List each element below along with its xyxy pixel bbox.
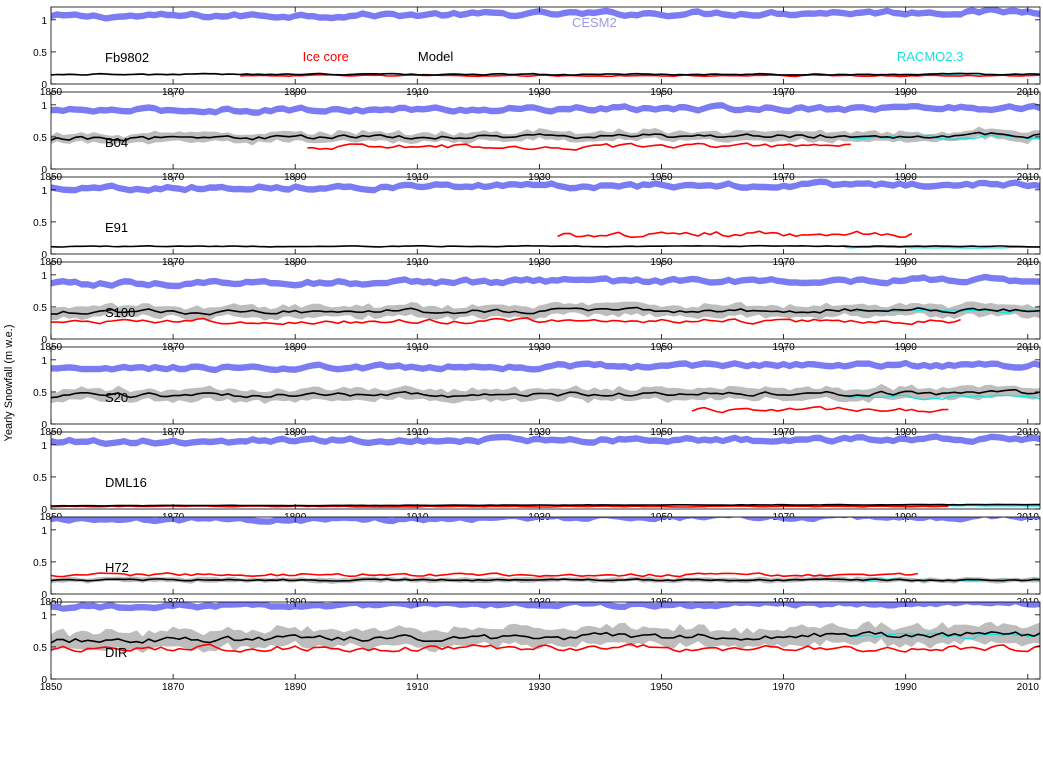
- site-label-b04: B04: [105, 135, 128, 150]
- site-label-fb9802: Fb9802: [105, 50, 149, 65]
- y-tick-label: 0.5: [33, 643, 47, 654]
- y-tick-label: 0.5: [33, 473, 47, 484]
- panel-h72: 18501870189019101930195019701990201000.5…: [33, 516, 1041, 608]
- x-tick-label: 1950: [650, 682, 673, 693]
- x-tick-label: 1890: [284, 682, 307, 693]
- cesm2-band-b04: [51, 102, 1040, 116]
- ice-core-line-b04: [307, 142, 851, 151]
- model-line-fb9802: [51, 72, 1040, 76]
- ice-core-line-fb9802: [240, 73, 1040, 78]
- site-label-e91: E91: [105, 220, 128, 235]
- x-tick-label: 1990: [895, 682, 918, 693]
- cesm2-band-fb9802: [51, 7, 1040, 22]
- y-tick-label: 1: [41, 356, 47, 367]
- cesm2-band-e91: [51, 178, 1040, 194]
- model-line-dml16: [51, 503, 1040, 507]
- y-tick-label: 0: [41, 505, 47, 516]
- x-tick-label: 1910: [406, 682, 429, 693]
- cesm2-band-s20: [51, 359, 1040, 374]
- panel-dir: 1850 1870 1890 1910 1930 1950 1970 1990 2010 0 0.5…: [33, 601, 1041, 693]
- annotation-ice-core: Ice core: [303, 49, 349, 64]
- site-label-dir: DIR: [105, 645, 127, 660]
- y-tick-label: 0: [41, 165, 47, 176]
- y-tick-label: 0: [41, 335, 47, 346]
- panel-fb9802: 1850 1870 1890 1910 1930 1950 1970 1990 201000.5…: [33, 6, 1041, 98]
- panel-frame: [50, 91, 1041, 170]
- y-tick-label: 0: [41, 80, 47, 91]
- site-label-dml16: DML16: [105, 475, 147, 490]
- panel-frame: [50, 176, 1041, 255]
- site-label-h72: H72: [105, 560, 129, 575]
- y-tick-label: 1: [41, 186, 47, 197]
- annotation-cesm2: CESM2: [572, 15, 617, 30]
- cesm2-band-s100: [51, 273, 1040, 290]
- y-tick-label: 0.5: [33, 303, 47, 314]
- y-tick-label: 0.5: [33, 558, 47, 569]
- ice-core-line-h72: [51, 572, 919, 578]
- panel-frame: [50, 431, 1041, 510]
- x-tick-label: 1970: [772, 682, 795, 693]
- annotation-racmo2-3: RACMO2.3: [897, 49, 963, 64]
- panel-s20: 1850 1870 1890 1910 1930 1950 1970 1990 201000.5…: [33, 346, 1041, 438]
- x-tick-label: 2010: [1017, 682, 1040, 693]
- model-line-e91: [51, 244, 1040, 248]
- y-tick-label: 0.5: [33, 388, 47, 399]
- y-tick-label: 0: [41, 420, 47, 431]
- panel-frame: [50, 516, 1041, 595]
- panel-b04: 1850 1870 1890 1910 1930 1950 1970 1990 201000.5…: [33, 91, 1041, 183]
- ice-core-line-dir: [51, 643, 1040, 653]
- model-line-s100: [51, 306, 1040, 316]
- cesm2-band-dir: [51, 602, 1040, 612]
- y-tick-label: 0: [41, 675, 47, 686]
- panel-e91: 1850 1870 1890 1910 1930 1950 1970 1990 201000.5…: [33, 176, 1041, 268]
- racmo-line-s20: [844, 394, 1040, 401]
- y-tick-label: 0.5: [33, 218, 47, 229]
- y-tick-label: 1: [41, 271, 47, 282]
- panel-dml16: 18501870189019101930195019701990201000.5…: [33, 431, 1041, 523]
- annotation-model: Model: [418, 49, 454, 64]
- cesm2-band-dml16: [51, 433, 1040, 447]
- racmo-line-e91: [844, 246, 1040, 249]
- model-spread-band-b04: [51, 126, 1040, 146]
- panel-frame: [50, 261, 1041, 340]
- x-tick-label: 1930: [528, 682, 551, 693]
- panel-frame: [50, 346, 1041, 425]
- ice-core-line-s100: [51, 316, 961, 326]
- y-tick-label: 1: [41, 441, 47, 452]
- y-tick-label: 0: [41, 590, 47, 601]
- y-tick-label: 0: [41, 250, 47, 261]
- ice-core-line-e91: [557, 230, 913, 239]
- y-tick-label: 0.5: [33, 48, 47, 59]
- y-axis-label: Yearly Snowfall (m w.e.): [3, 325, 15, 442]
- site-label-s20: S20: [105, 390, 128, 405]
- model-line-b04: [51, 131, 1040, 142]
- y-tick-label: 0.5: [33, 133, 47, 144]
- y-tick-label: 1: [41, 16, 47, 27]
- y-tick-label: 1: [41, 526, 47, 537]
- panel-frame: [50, 601, 1041, 680]
- model-line-s20: [51, 388, 1040, 399]
- panel-s100: 1850 1870 1890 1910 1930 1950 1970 1990 201000.5…: [33, 261, 1041, 353]
- cesm2-band-h72: [51, 517, 1040, 525]
- x-tick-label: 1870: [162, 682, 185, 693]
- model-line-dir: [51, 630, 1040, 644]
- model-line-h72: [51, 578, 1040, 582]
- panel-frame: [50, 6, 1041, 85]
- ice-core-line-s20: [691, 405, 949, 414]
- y-tick-label: 1: [41, 101, 47, 112]
- panels-layer: 1850 1870 1890 1910 1930 1950 1970 1990 2010 0 0.5…: [33, 6, 1041, 693]
- site-label-s100: S100: [105, 305, 135, 320]
- x-tick-label: 1850: [40, 682, 63, 693]
- y-tick-label: 1: [41, 611, 47, 622]
